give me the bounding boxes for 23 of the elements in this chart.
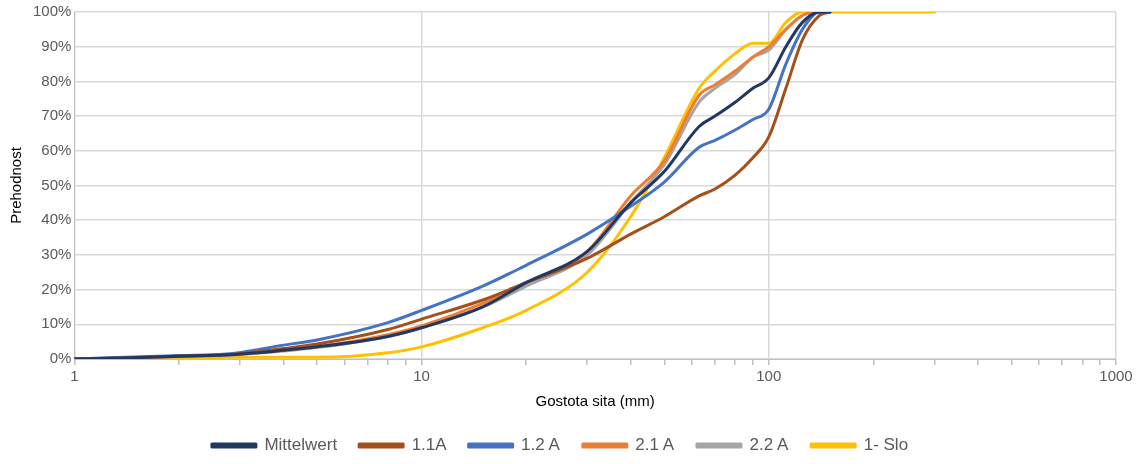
legend-label: 1- Slo: [863, 435, 909, 455]
y-tick-label: 30%: [41, 245, 72, 263]
y-axis-title: Prehodnost: [7, 146, 25, 224]
y-tick-label: 60%: [41, 140, 72, 158]
y-tick-label: 40%: [41, 210, 72, 228]
y-tick-label: 90%: [41, 36, 72, 54]
y-tick-label: 100%: [32, 2, 72, 20]
legend-label: 1.1A: [411, 435, 448, 455]
legend-label: 2.2 A: [749, 435, 789, 455]
y-tick-label: 20%: [41, 279, 72, 297]
legend-label: Mittelwert: [264, 435, 338, 455]
x-tick-label: 100: [756, 367, 782, 385]
legend-label: 1.2 A: [521, 435, 561, 455]
legend-label: 2.1 A: [635, 435, 675, 455]
y-tick-label: 0%: [49, 349, 72, 367]
y-tick-label: 80%: [41, 71, 72, 89]
x-tick-label: 1000: [1099, 367, 1133, 385]
x-tick-label: 1: [70, 367, 79, 385]
x-tick-label: 10: [413, 367, 430, 385]
y-tick-label: 10%: [41, 314, 72, 332]
y-tick-label: 50%: [41, 175, 72, 193]
x-axis-title: Gostota sita (mm): [535, 392, 655, 410]
y-tick-label: 70%: [41, 106, 72, 124]
